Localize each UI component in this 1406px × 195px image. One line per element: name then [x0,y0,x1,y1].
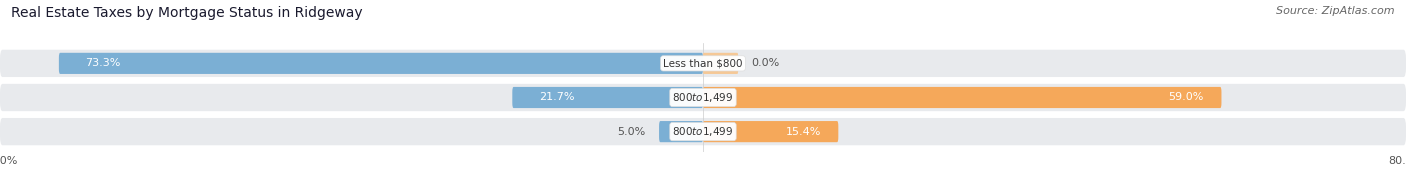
FancyBboxPatch shape [703,87,1222,108]
Text: 0.0%: 0.0% [751,58,779,68]
Text: $800 to $1,499: $800 to $1,499 [672,91,734,104]
FancyBboxPatch shape [0,118,1406,145]
Text: Source: ZipAtlas.com: Source: ZipAtlas.com [1277,6,1395,16]
Text: $800 to $1,499: $800 to $1,499 [672,125,734,138]
Text: Less than $800: Less than $800 [664,58,742,68]
Text: 73.3%: 73.3% [86,58,121,68]
FancyBboxPatch shape [703,53,738,74]
Text: 15.4%: 15.4% [786,127,821,137]
FancyBboxPatch shape [659,121,703,142]
Text: 59.0%: 59.0% [1168,92,1204,103]
Text: 21.7%: 21.7% [538,92,574,103]
FancyBboxPatch shape [512,87,703,108]
Text: Real Estate Taxes by Mortgage Status in Ridgeway: Real Estate Taxes by Mortgage Status in … [11,6,363,20]
FancyBboxPatch shape [0,50,1406,77]
FancyBboxPatch shape [0,84,1406,111]
FancyBboxPatch shape [703,121,838,142]
FancyBboxPatch shape [59,53,703,74]
Text: 5.0%: 5.0% [617,127,645,137]
